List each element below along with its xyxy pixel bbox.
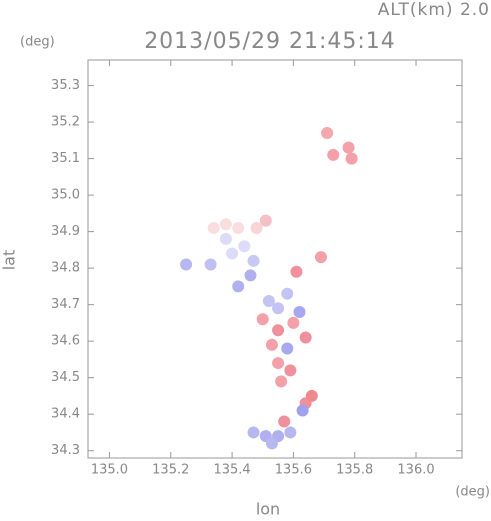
echo-point — [327, 148, 340, 161]
y-tick-label: 34.3 — [51, 443, 80, 458]
y-tick-label: 35.0 — [51, 188, 80, 203]
echo-point — [278, 415, 291, 428]
echo-point — [293, 305, 306, 318]
x-tick-label: 135.6 — [275, 463, 312, 478]
echo-point — [275, 375, 288, 388]
x-tick-label: 135.4 — [213, 463, 250, 478]
echo-point — [281, 287, 294, 300]
y-unit: (deg) — [20, 35, 55, 50]
echo-point — [321, 127, 334, 140]
x-tick-label: 135.0 — [91, 463, 128, 478]
echo-point — [204, 258, 217, 271]
echo-point — [238, 240, 251, 253]
annotation: ALT(km) 2.0 — [378, 0, 490, 20]
x-unit: (deg) — [455, 485, 490, 500]
x-tick-label: 135.2 — [152, 463, 189, 478]
echo-point — [265, 338, 278, 351]
echo-point — [290, 265, 303, 278]
y-tick-label: 35.1 — [51, 151, 80, 166]
y-tick-label: 34.4 — [51, 407, 80, 422]
echo-point — [180, 258, 193, 271]
echo-point — [314, 251, 327, 264]
chart-title: 2013/05/29 21:45:14 — [144, 29, 396, 54]
echo-point — [284, 364, 297, 377]
y-tick-label: 34.9 — [51, 224, 80, 239]
y-tick-label: 35.3 — [51, 78, 80, 93]
echo-point — [244, 269, 257, 282]
echo-point — [342, 141, 355, 154]
echo-point — [232, 280, 245, 293]
y-tick-label: 34.8 — [51, 261, 80, 276]
plot-frame — [87, 59, 463, 459]
y-axis-label: lat — [0, 250, 19, 271]
echo-point — [247, 426, 260, 439]
echo-point — [219, 218, 232, 231]
echo-point — [296, 404, 309, 417]
echo-point — [299, 331, 312, 344]
echo-point — [265, 437, 278, 450]
echo-point — [345, 152, 358, 165]
echo-point — [219, 232, 232, 245]
echo-point — [259, 214, 272, 227]
echo-point — [247, 254, 260, 267]
echo-point — [305, 389, 318, 402]
echo-point — [207, 221, 220, 234]
echo-point — [250, 221, 263, 234]
echo-point — [281, 342, 294, 355]
echo-point — [226, 247, 239, 260]
y-tick-label: 35.2 — [51, 115, 80, 130]
x-axis-label: lon — [256, 500, 280, 519]
echo-point — [272, 324, 285, 337]
echo-point — [272, 302, 285, 315]
echo-point — [284, 426, 297, 439]
echo-point — [287, 316, 300, 329]
echo-point — [232, 221, 245, 234]
y-tick-label: 34.7 — [51, 297, 80, 312]
x-tick-label: 136.0 — [397, 463, 434, 478]
x-tick-label: 135.8 — [336, 463, 373, 478]
echo-point — [262, 294, 275, 307]
echo-point — [272, 357, 285, 370]
y-tick-label: 34.5 — [51, 370, 80, 385]
y-tick-label: 34.6 — [51, 334, 80, 349]
echo-point — [256, 313, 269, 326]
